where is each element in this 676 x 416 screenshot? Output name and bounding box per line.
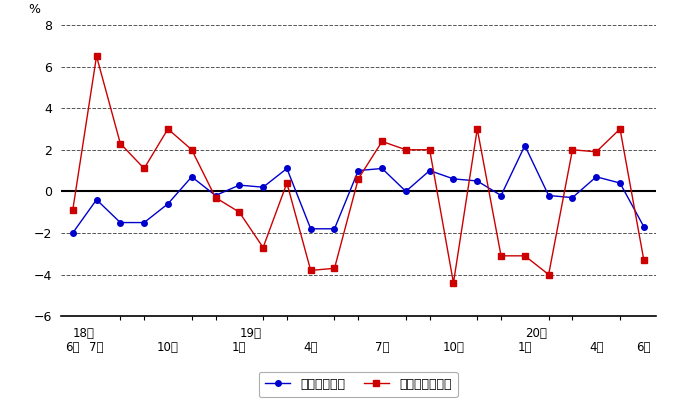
所定外労働時間 (140, 166, 148, 171)
総実労働時間 (140, 220, 148, 225)
総実労働時間 (450, 176, 458, 181)
所定外労働時間 (616, 126, 624, 131)
総実労働時間 (569, 195, 577, 200)
総実労働時間 (69, 230, 77, 235)
所定外労働時間 (450, 280, 458, 285)
Text: 6月: 6月 (637, 341, 651, 354)
総実労働時間 (188, 174, 196, 179)
総実労働時間 (307, 226, 315, 231)
所定外労働時間 (378, 139, 386, 144)
所定外労働時間 (188, 147, 196, 152)
総実労働時間 (378, 166, 386, 171)
Text: 20年: 20年 (525, 327, 547, 340)
Text: %: % (28, 3, 40, 16)
所定外労働時間 (307, 268, 315, 273)
所定外労働時間 (69, 208, 77, 213)
総実労働時間 (354, 168, 362, 173)
所定外労働時間 (497, 253, 505, 258)
所定外労働時間 (521, 253, 529, 258)
総実労働時間 (212, 193, 220, 198)
総実労働時間 (331, 226, 339, 231)
総実労働時間 (116, 220, 124, 225)
総実労働時間 (545, 193, 553, 198)
Text: 19年: 19年 (239, 327, 262, 340)
総実労働時間 (639, 224, 648, 229)
所定外労働時間 (639, 258, 648, 262)
所定外労働時間 (283, 181, 291, 186)
所定外労働時間 (116, 141, 124, 146)
Text: 4月: 4月 (304, 341, 318, 354)
総実労働時間 (616, 181, 624, 186)
Text: 10月: 10月 (157, 341, 179, 354)
Text: 7月: 7月 (375, 341, 389, 354)
所定外労働時間 (93, 54, 101, 59)
所定外労働時間 (592, 149, 600, 154)
所定外労働時間 (473, 126, 481, 131)
総実労働時間 (259, 185, 267, 190)
総実労働時間 (235, 183, 243, 188)
Text: 6月: 6月 (66, 341, 80, 354)
総実労働時間 (473, 178, 481, 183)
Text: 1月: 1月 (518, 341, 532, 354)
所定外労働時間 (259, 245, 267, 250)
所定外労働時間 (164, 126, 172, 131)
総実労働時間 (521, 143, 529, 148)
所定外労働時間 (212, 195, 220, 200)
総実労働時間 (497, 193, 505, 198)
総実労働時間 (93, 197, 101, 202)
所定外労働時間 (426, 147, 434, 152)
所定外労働時間 (354, 176, 362, 181)
所定外労働時間 (235, 210, 243, 215)
Legend: 総実労働時間, 所定外労働時間: 総実労働時間, 所定外労働時間 (259, 372, 458, 397)
Line: 総実労働時間: 総実労働時間 (70, 143, 647, 236)
Text: 1月: 1月 (232, 341, 247, 354)
総実労働時間 (283, 166, 291, 171)
総実労働時間 (426, 168, 434, 173)
所定外労働時間 (331, 266, 339, 271)
総実労働時間 (592, 174, 600, 179)
Text: 7月: 7月 (89, 341, 104, 354)
総実労働時間 (402, 189, 410, 194)
総実労働時間 (164, 201, 172, 206)
Text: 10月: 10月 (443, 341, 464, 354)
所定外労働時間 (545, 272, 553, 277)
所定外労働時間 (569, 147, 577, 152)
所定外労働時間 (402, 147, 410, 152)
Text: 4月: 4月 (589, 341, 604, 354)
Text: 18年: 18年 (73, 327, 95, 340)
Line: 所定外労働時間: 所定外労働時間 (70, 53, 647, 286)
